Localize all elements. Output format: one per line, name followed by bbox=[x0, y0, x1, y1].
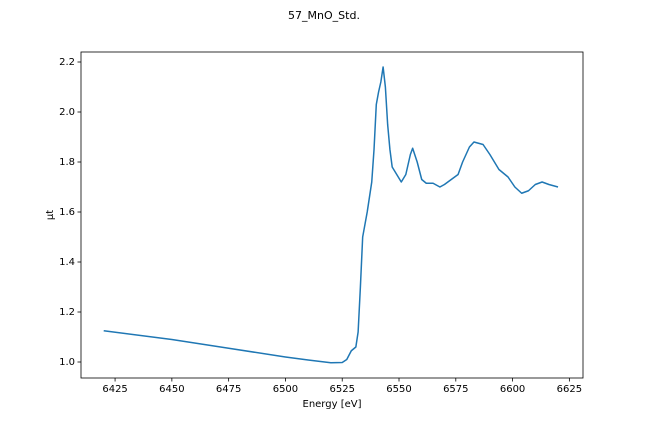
x-tick-label: 6475 bbox=[216, 384, 241, 395]
x-axis-label: Energy [eV] bbox=[303, 399, 362, 410]
chart-title: 57_MnO_Std. bbox=[288, 9, 360, 22]
y-axis-label: μt bbox=[45, 210, 56, 220]
y-tick-label: 1.0 bbox=[59, 357, 75, 368]
x-tick-label: 6500 bbox=[273, 384, 298, 395]
x-tick-label: 6425 bbox=[102, 384, 127, 395]
x-tick-label: 6550 bbox=[386, 384, 411, 395]
y-tick-label: 1.6 bbox=[59, 207, 75, 218]
data-line bbox=[103, 66, 559, 364]
plot-frame bbox=[80, 51, 584, 379]
x-tick-label: 6450 bbox=[159, 384, 184, 395]
x-tick-label: 6625 bbox=[557, 384, 582, 395]
x-tick-label: 6525 bbox=[329, 384, 354, 395]
y-tick-label: 1.2 bbox=[59, 307, 75, 318]
y-tick-label: 1.4 bbox=[59, 257, 75, 268]
y-tick-label: 2.2 bbox=[59, 57, 75, 68]
y-tick-label: 2.0 bbox=[59, 107, 75, 118]
x-tick-label: 6600 bbox=[500, 384, 525, 395]
y-tick-label: 1.8 bbox=[59, 157, 75, 168]
x-tick-label: 6575 bbox=[443, 384, 468, 395]
